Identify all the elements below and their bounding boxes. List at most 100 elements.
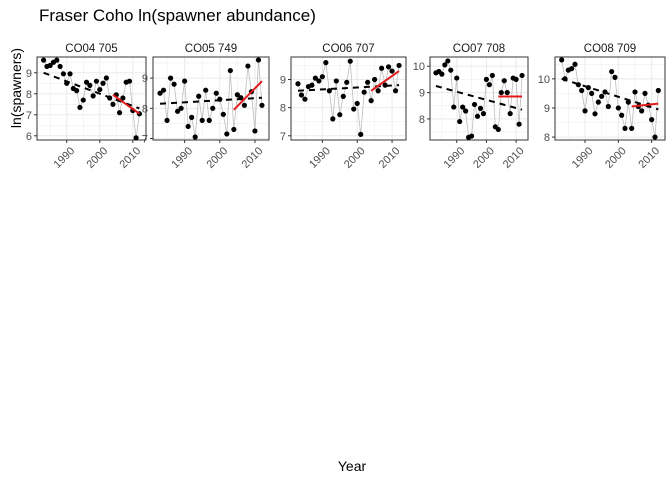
data-point (107, 95, 113, 101)
panel-border (554, 56, 666, 141)
data-point (77, 104, 83, 111)
data-point (171, 81, 177, 87)
data-point (103, 75, 109, 81)
facet-strip-label: CO06 707 (322, 43, 374, 55)
data-point (480, 111, 487, 117)
y-tick-label: 10 (538, 74, 550, 86)
x-tick-label: 1990 (570, 145, 596, 171)
x-tick-label: 2010 (501, 145, 527, 171)
data-point (507, 111, 513, 117)
overall-trend-line (159, 96, 263, 105)
data-point (372, 76, 378, 83)
data-point (83, 79, 90, 85)
data-point (312, 75, 318, 81)
data-point (382, 82, 388, 88)
data-point (572, 61, 578, 67)
data-point (575, 82, 581, 88)
data-point (589, 90, 595, 97)
data-point (93, 78, 100, 84)
y-tick-label: 9 (419, 88, 425, 100)
data-point (330, 116, 336, 122)
data-point (120, 95, 126, 101)
data-point (319, 74, 325, 80)
data-point (592, 111, 598, 117)
data-point (164, 117, 170, 123)
data-point (615, 105, 621, 111)
data-point (157, 90, 163, 96)
data-point (167, 75, 174, 81)
y-tick-label: 7 (280, 131, 286, 143)
data-point (344, 79, 350, 85)
data-point (468, 133, 475, 139)
y-tick-label: 6 (26, 131, 32, 143)
data-point (47, 62, 53, 69)
data-point (116, 110, 123, 116)
panel-border (290, 56, 407, 141)
y-tick-label: 8 (26, 89, 32, 101)
facet-panel: CO06 707 7 8 9 1990 2000 2010 (280, 43, 407, 171)
data-point (199, 117, 205, 123)
data-point (67, 71, 73, 77)
facet-strip-label: CO08 709 (584, 43, 636, 55)
data-point (87, 82, 93, 88)
data-point (379, 65, 385, 71)
data-point (516, 121, 522, 127)
data-point (605, 103, 611, 110)
x-tick-label: 1990 (169, 145, 195, 171)
data-point (347, 58, 353, 64)
data-point (375, 88, 381, 94)
data-point (80, 97, 86, 103)
data-point (519, 72, 525, 79)
x-tick-label: 1990 (307, 145, 333, 171)
y-tick-label: 9 (544, 103, 550, 115)
y-tick-label: 9 (280, 75, 286, 87)
data-point (217, 96, 223, 102)
data-point (471, 101, 478, 108)
data-point (448, 67, 454, 73)
data-point (562, 76, 568, 82)
data-point (629, 125, 635, 131)
data-point (337, 112, 343, 118)
data-point (501, 78, 507, 84)
data-point (483, 76, 490, 82)
data-point (231, 126, 237, 133)
data-point (175, 108, 181, 114)
data-point (238, 95, 244, 101)
data-point (625, 99, 631, 105)
recent-trend-line (370, 70, 400, 92)
y-tick-label: 10 (413, 61, 425, 73)
x-tick-label: 2010 (377, 145, 403, 171)
data-point (396, 62, 402, 69)
data-point (185, 123, 191, 130)
data-point (189, 114, 195, 120)
x-tick-label: 2010 (118, 145, 144, 171)
data-point (498, 89, 504, 96)
data-point (182, 78, 188, 84)
data-point (259, 102, 265, 108)
data-point (365, 79, 371, 85)
data-point (652, 134, 658, 140)
data-point (619, 112, 625, 118)
data-point (351, 106, 357, 112)
data-point (609, 68, 615, 75)
y-tick-label: 7 (142, 133, 148, 145)
data-point (255, 57, 262, 63)
data-point (220, 111, 226, 117)
data-point (513, 76, 519, 82)
data-point (160, 87, 167, 93)
data-point (595, 99, 601, 105)
facet-strip-label: CO04 705 (65, 43, 117, 55)
data-point (585, 84, 591, 91)
data-point (60, 71, 67, 77)
x-tick-label: 2010 (636, 145, 662, 171)
facet-strip-label: CO07 708 (453, 43, 505, 55)
data-point (309, 82, 315, 88)
data-point (192, 134, 198, 140)
data-point (295, 81, 301, 87)
data-point (358, 131, 364, 137)
panel-border (36, 56, 147, 141)
data-point (559, 57, 565, 63)
x-tick-label: 2000 (471, 145, 497, 171)
data-point (612, 74, 618, 80)
